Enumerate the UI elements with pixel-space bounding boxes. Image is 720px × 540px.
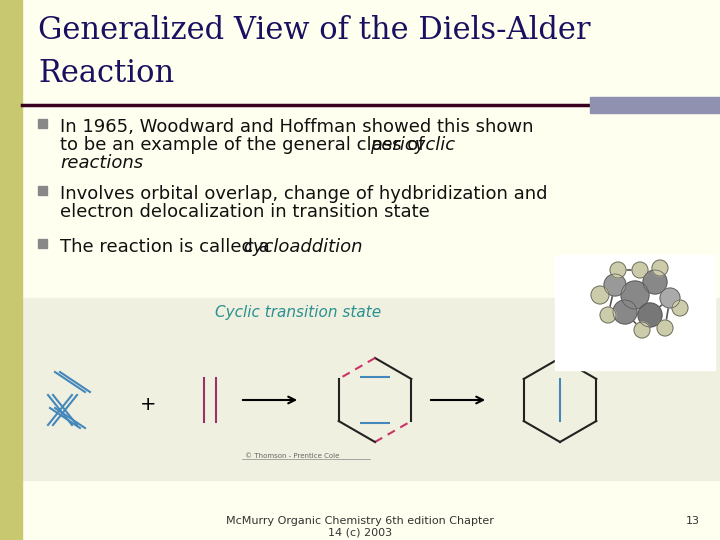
Circle shape	[613, 300, 637, 324]
Circle shape	[600, 307, 616, 323]
Text: 13: 13	[686, 516, 700, 526]
Text: pericyclic: pericyclic	[370, 136, 455, 154]
Bar	[0, 0, 22, 540]
Bar	[38, 119, 47, 128]
Text: Involves orbital overlap, change of hydbridization and: Involves orbital overlap, change of hydb…	[60, 185, 547, 203]
Circle shape	[672, 300, 688, 316]
Circle shape	[621, 281, 649, 309]
Bar	[590, 97, 720, 113]
Text: +: +	[140, 395, 156, 415]
Text: reactions: reactions	[60, 154, 143, 172]
Circle shape	[638, 303, 662, 327]
Circle shape	[610, 262, 626, 278]
Text: In 1965, Woodward and Hoffman showed this shown: In 1965, Woodward and Hoffman showed thi…	[60, 118, 534, 136]
Circle shape	[604, 274, 626, 296]
Text: McMurry Organic Chemistry 6th edition Chapter
14 (c) 2003: McMurry Organic Chemistry 6th edition Ch…	[226, 516, 494, 538]
Text: electron delocalization in transition state: electron delocalization in transition st…	[60, 203, 430, 221]
Circle shape	[632, 262, 648, 278]
Circle shape	[643, 270, 667, 294]
Text: Generalized View of the Diels-Alder: Generalized View of the Diels-Alder	[38, 15, 590, 46]
Circle shape	[660, 288, 680, 308]
Bar	[38, 239, 47, 248]
Bar	[22, 298, 720, 480]
Text: The reaction is called a: The reaction is called a	[60, 238, 276, 256]
Circle shape	[634, 322, 650, 338]
Circle shape	[652, 260, 668, 276]
Text: Cyclic transition state: Cyclic transition state	[215, 305, 381, 320]
Circle shape	[591, 286, 609, 304]
Text: to be an example of the general class of: to be an example of the general class of	[60, 136, 431, 154]
Circle shape	[657, 320, 673, 336]
Text: © Thomson - Prentice Cole: © Thomson - Prentice Cole	[245, 453, 339, 459]
Text: Reaction: Reaction	[38, 58, 174, 89]
Text: cycloaddition: cycloaddition	[243, 238, 362, 256]
Bar	[38, 186, 47, 195]
Bar	[555, 255, 715, 370]
